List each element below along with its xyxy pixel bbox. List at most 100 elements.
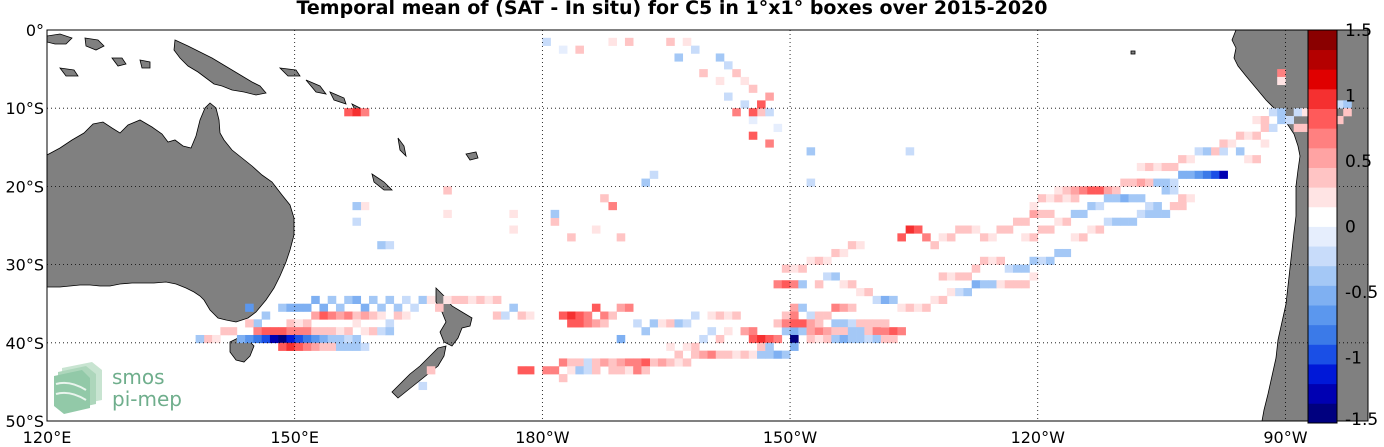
anomaly-cell: [765, 342, 774, 351]
anomaly-cell: [814, 256, 824, 265]
anomaly-cell: [641, 366, 651, 375]
anomaly-cell: [839, 248, 849, 258]
anomaly-cell: [1277, 116, 1286, 125]
anomaly-cell: [715, 350, 725, 359]
anomaly-cell: [1178, 155, 1187, 164]
anomaly-cell: [971, 225, 981, 234]
new-guinea-island: [173, 39, 267, 96]
colorbar-tick-neg-1: -1: [1345, 349, 1362, 369]
anomaly-cell: [674, 358, 684, 367]
anomaly-cell: [996, 280, 1006, 289]
anomaly-cell: [1037, 256, 1047, 265]
anomaly-cell: [790, 327, 799, 336]
anomaly-cell: [517, 311, 527, 320]
anomaly-cell: [402, 295, 411, 304]
anomaly-cell: [715, 76, 725, 86]
anomaly-cell: [699, 69, 708, 78]
anomaly-cell: [946, 288, 956, 297]
anomaly-cell: [1136, 178, 1146, 187]
anomaly-cell: [335, 327, 345, 336]
anomaly-cell: [393, 303, 403, 312]
anomaly-cell: [327, 295, 337, 304]
anomaly-cell: [558, 45, 568, 54]
anomaly-cell: [1211, 147, 1220, 156]
smos-pimep-logo: smos pi-mep: [54, 362, 182, 414]
colorbar-tick-0: 0: [1345, 218, 1356, 238]
anomaly-cell: [732, 69, 741, 78]
anomaly-cell: [682, 342, 692, 351]
anomaly-cell: [724, 350, 733, 359]
anomaly-cell: [360, 311, 370, 320]
colorbar-ticks: 1.5 1 0.5 0 -0.5 -1 -1.5: [1345, 21, 1378, 430]
anomaly-cell: [1169, 186, 1179, 195]
anomaly-cell: [690, 311, 700, 320]
anomaly-cell: [525, 366, 535, 375]
anomaly-cell: [872, 334, 882, 344]
anomaly-cell: [368, 295, 378, 304]
lat-tick-20s: 20°S: [5, 177, 44, 196]
anomaly-cell: [311, 295, 320, 304]
anomaly-cell: [600, 319, 609, 328]
anomaly-cell: [1095, 186, 1105, 195]
anomaly-cell: [790, 342, 799, 351]
longitude-tick-labels: 120°E 150°E 180°W 150°W 120°W 90°W: [23, 428, 1308, 447]
anomaly-cell: [856, 334, 865, 344]
anomaly-cell: [1070, 233, 1080, 242]
anomaly-cell: [344, 334, 353, 344]
anomaly-cell: [1070, 186, 1080, 195]
anomaly-cell: [748, 327, 758, 336]
anomaly-cell: [1079, 233, 1088, 242]
anomaly-cell: [286, 303, 295, 312]
anomaly-cell: [897, 327, 906, 336]
new-zealand-south-island: [391, 345, 447, 399]
anomaly-cell: [831, 272, 840, 281]
anomaly-cell: [913, 225, 923, 234]
colorbar-step: [1308, 403, 1337, 424]
anomaly-cell: [1037, 194, 1047, 203]
anomaly-cell: [905, 303, 915, 312]
anomaly-cell: [757, 334, 766, 344]
anomaly-cell: [319, 303, 329, 312]
anomaly-cell: [790, 280, 799, 289]
anomaly-cell: [1277, 108, 1286, 117]
anomaly-cell: [674, 319, 684, 328]
anomaly-cell: [633, 366, 642, 375]
anomaly-cell: [344, 295, 353, 304]
anomaly-cell: [798, 327, 807, 336]
anomaly-cell: [864, 334, 873, 344]
anomaly-cell: [476, 295, 485, 304]
anomaly-cell: [790, 334, 799, 344]
anomaly-cell: [806, 256, 816, 265]
anomaly-cell: [492, 311, 502, 320]
anomaly-cell: [327, 342, 337, 351]
anomaly-cell: [327, 311, 337, 320]
anomaly-cell: [583, 311, 593, 320]
anomaly-cell: [773, 319, 783, 328]
anomaly-cell: [1277, 69, 1286, 78]
anomaly-cell: [1021, 217, 1030, 226]
anomaly-cell: [261, 334, 271, 344]
anomaly-cell: [385, 295, 395, 304]
anomaly-cell: [302, 327, 312, 336]
anomaly-cell: [666, 342, 675, 351]
anomaly-cell: [1079, 186, 1088, 195]
anomaly-cell: [666, 37, 675, 46]
anomaly-cell: [335, 342, 345, 351]
anomaly-cell: [1021, 233, 1030, 242]
anomaly-cell: [509, 225, 518, 234]
islet-1: [1130, 50, 1136, 55]
anomaly-cell: [377, 241, 386, 250]
anomaly-cell: [798, 319, 807, 328]
anomaly-cell: [1112, 194, 1121, 203]
anomaly-cell: [360, 327, 370, 336]
anomaly-cell: [724, 92, 733, 101]
anomaly-cell: [360, 202, 370, 211]
anomaly-cell: [311, 334, 320, 344]
anomaly-cell: [798, 280, 807, 289]
anomaly-cell: [740, 327, 750, 336]
anomaly-cell: [1021, 280, 1030, 289]
anomaly-cell: [633, 319, 642, 328]
anomaly-cell: [781, 311, 791, 320]
anomaly-cell: [1136, 209, 1146, 218]
anomaly-cell: [1178, 194, 1187, 203]
